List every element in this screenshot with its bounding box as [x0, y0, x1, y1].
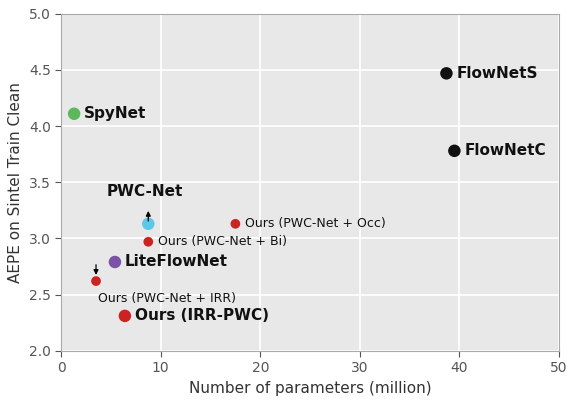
Text: Ours (PWC-Net + Occ): Ours (PWC-Net + Occ) — [245, 217, 386, 230]
Text: FlowNetS: FlowNetS — [456, 66, 538, 81]
Text: Ours (PWC-Net + IRR): Ours (PWC-Net + IRR) — [98, 292, 236, 305]
Text: FlowNetC: FlowNetC — [464, 143, 546, 158]
Point — [231, 221, 240, 227]
Text: Ours (IRR-PWC): Ours (IRR-PWC) — [135, 308, 269, 323]
Text: Ours (PWC-Net + Bi): Ours (PWC-Net + Bi) — [158, 235, 287, 248]
Point — [111, 259, 120, 265]
Y-axis label: AEPE on Sintel Train Clean: AEPE on Sintel Train Clean — [8, 82, 24, 283]
Point — [450, 147, 459, 154]
Point — [70, 111, 79, 117]
X-axis label: Number of parameters (million): Number of parameters (million) — [189, 381, 431, 396]
Point — [92, 278, 101, 284]
Text: LiteFlowNet: LiteFlowNet — [125, 255, 228, 269]
Text: SpyNet: SpyNet — [84, 106, 146, 121]
Point — [143, 238, 153, 245]
Text: PWC-Net: PWC-Net — [107, 184, 184, 199]
Point — [442, 70, 451, 77]
Point — [143, 221, 153, 227]
Point — [120, 313, 130, 319]
